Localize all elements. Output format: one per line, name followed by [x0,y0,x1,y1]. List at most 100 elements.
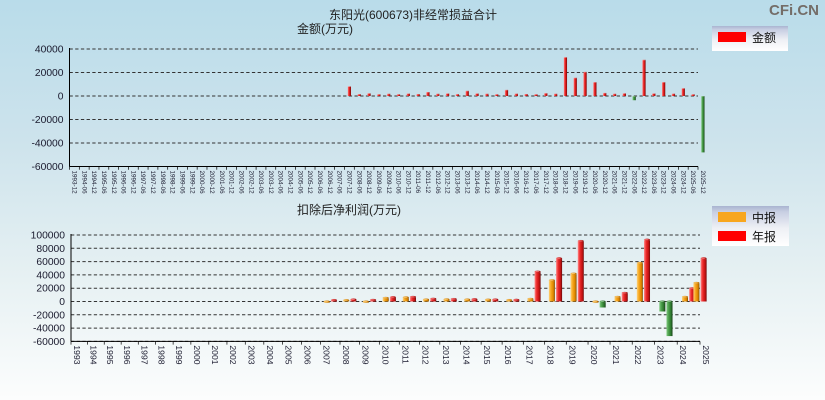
svg-text:2007: 2007 [322,345,332,364]
svg-text:20000: 20000 [35,68,64,79]
svg-text:2016-06: 2016-06 [512,171,519,195]
svg-text:2006-12: 2006-12 [326,171,333,195]
svg-text:2001: 2001 [210,345,220,364]
svg-text:2018-12: 2018-12 [562,171,569,195]
svg-text:0: 0 [59,297,65,308]
svg-text:1997: 1997 [139,345,149,364]
svg-text:2020: 2020 [589,345,599,364]
svg-text:1998-12: 1998-12 [169,171,176,195]
svg-text:2012: 2012 [420,345,430,364]
svg-text:-20000: -20000 [33,310,65,321]
svg-text:1997-06: 1997-06 [139,171,146,195]
svg-text:2011: 2011 [400,345,410,364]
svg-text:2007-06: 2007-06 [336,171,343,195]
svg-text:2021: 2021 [611,345,621,364]
svg-text:2004-06: 2004-06 [277,171,284,195]
svg-text:2006: 2006 [303,345,313,364]
svg-text:-60000: -60000 [31,162,63,173]
svg-text:2014-06: 2014-06 [473,171,480,195]
svg-text:0: 0 [58,92,64,103]
svg-text:1999-12: 1999-12 [188,171,195,195]
svg-text:-40000: -40000 [33,324,65,335]
svg-text:1995-06: 1995-06 [100,171,107,195]
svg-text:2002: 2002 [228,345,238,364]
svg-text:2025-12: 2025-12 [699,171,706,195]
svg-text:2011-06: 2011-06 [414,171,421,194]
svg-text:2009: 2009 [361,345,371,364]
svg-text:-20000: -20000 [31,115,63,126]
svg-text:1997-12: 1997-12 [149,171,156,195]
svg-text:2025: 2025 [701,345,711,364]
svg-text:2016-12: 2016-12 [522,171,529,195]
svg-text:2002-06: 2002-06 [237,171,244,195]
svg-text:2000-06: 2000-06 [198,171,205,195]
svg-text:2012-06: 2012-06 [434,171,441,195]
svg-text:1995-12: 1995-12 [110,171,117,195]
svg-text:2009-12: 2009-12 [385,171,392,195]
svg-text:2025-06: 2025-06 [689,171,696,195]
svg-text:20000: 20000 [36,284,65,295]
svg-text:2024: 2024 [678,345,688,364]
svg-text:40000: 40000 [36,270,65,281]
svg-text:1994: 1994 [89,345,99,364]
svg-text:2000-12: 2000-12 [208,171,215,195]
svg-text:2022: 2022 [633,345,643,364]
svg-text:1999-06: 1999-06 [179,171,186,195]
svg-text:2018-06: 2018-06 [552,171,559,195]
svg-text:1995: 1995 [105,345,115,364]
svg-text:1998-06: 1998-06 [159,171,166,195]
svg-text:2008-06: 2008-06 [355,171,362,195]
svg-text:2022-12: 2022-12 [640,171,647,195]
svg-text:2023-06: 2023-06 [650,171,657,195]
svg-text:2010-06: 2010-06 [395,171,402,195]
svg-text:2009-06: 2009-06 [375,171,382,195]
svg-text:2010-12: 2010-12 [404,171,411,195]
svg-text:2003-06: 2003-06 [257,171,264,195]
svg-text:1998: 1998 [157,345,167,364]
svg-text:2012-12: 2012-12 [444,171,451,195]
svg-text:2017: 2017 [524,345,534,364]
svg-text:1993: 1993 [72,345,82,364]
svg-text:2021-06: 2021-06 [611,171,618,195]
svg-text:100000: 100000 [31,231,66,242]
svg-text:2024-06: 2024-06 [670,171,677,195]
svg-text:2000: 2000 [192,345,202,364]
svg-text:2004-12: 2004-12 [287,171,294,195]
svg-text:-60000: -60000 [33,337,65,348]
svg-text:1996: 1996 [122,345,132,364]
svg-text:2003-12: 2003-12 [267,171,274,195]
svg-text:2005-06: 2005-06 [296,171,303,195]
svg-text:2014: 2014 [461,345,471,364]
svg-text:2002-12: 2002-12 [247,171,254,195]
svg-text:1996-06: 1996-06 [120,171,127,195]
svg-text:2022-06: 2022-06 [630,171,637,195]
svg-text:1996-12: 1996-12 [129,171,136,195]
svg-text:2016: 2016 [503,345,513,364]
svg-text:2017-12: 2017-12 [542,171,549,195]
svg-text:2013-06: 2013-06 [453,171,460,195]
svg-text:2019-06: 2019-06 [571,171,578,195]
svg-text:2023-12: 2023-12 [660,171,667,195]
svg-text:2014-12: 2014-12 [483,171,490,195]
svg-text:2020-12: 2020-12 [601,171,608,195]
svg-text:2008: 2008 [341,345,351,364]
svg-text:40000: 40000 [35,45,64,56]
svg-text:2019: 2019 [567,345,577,364]
svg-text:2005: 2005 [284,345,294,364]
svg-text:2019-12: 2019-12 [581,171,588,195]
svg-text:60000: 60000 [36,257,65,268]
svg-text:1993-12: 1993-12 [71,171,78,195]
svg-text:1999: 1999 [174,345,184,364]
svg-text:2011-12: 2011-12 [424,171,431,194]
svg-text:2007-12: 2007-12 [345,171,352,195]
svg-text:2015: 2015 [482,345,492,364]
svg-text:2015-06: 2015-06 [493,171,500,195]
svg-text:1994-12: 1994-12 [90,171,97,195]
svg-text:2013-12: 2013-12 [463,171,470,195]
svg-text:2003: 2003 [246,345,256,364]
svg-text:1994-06: 1994-06 [80,171,87,195]
svg-text:2024-12: 2024-12 [679,171,686,195]
svg-text:2006-06: 2006-06 [316,171,323,195]
svg-text:2001-06: 2001-06 [218,171,225,195]
svg-text:2008-12: 2008-12 [365,171,372,195]
